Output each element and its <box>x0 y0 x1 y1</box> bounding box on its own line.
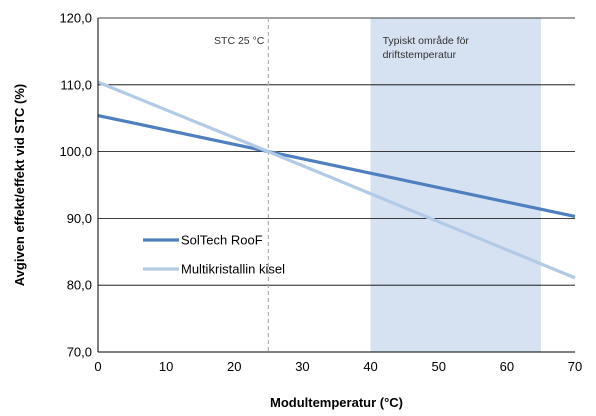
y-tick-label: 90,0 <box>67 211 92 226</box>
x-tick-label: 60 <box>500 359 514 374</box>
axes-layer <box>97 18 575 353</box>
y-axis-title: Avgiven effekt/effekt vid STC (%) <box>12 84 27 287</box>
x-tick-label: 0 <box>94 359 101 374</box>
x-tick-label: 70 <box>568 359 582 374</box>
series-layer <box>97 80 576 280</box>
legend-label-0: SolTech RooF <box>181 233 263 248</box>
y-tick-label: 100,0 <box>59 144 92 159</box>
operating-range-label: driftstemperatur <box>383 49 457 61</box>
x-tick-label: 50 <box>431 359 445 374</box>
operating-range-label: Typiskt område för <box>383 35 470 47</box>
operating-range-band <box>370 18 541 352</box>
x-tick-label: 30 <box>295 359 309 374</box>
y-tick-label: 70,0 <box>67 345 92 360</box>
stc-reference-label: STC 25 °C <box>214 35 265 47</box>
y-tick-label: 110,0 <box>60 77 92 92</box>
x-tick-label: 20 <box>227 359 241 374</box>
series-line-1 <box>97 80 576 280</box>
legend-label-1: Multikristallin kisel <box>181 262 285 277</box>
legend-layer: SolTech RooF Multikristallin kisel <box>143 233 285 277</box>
y-tick-label: 80,0 <box>67 278 92 293</box>
y-tick-label: 120,0 <box>59 11 92 26</box>
x-axis-title: Modultemperatur (°C) <box>270 395 403 410</box>
text-layer: 70,0 80,0 90,0 100,0 110,0 120,0 0 10 20 30 40 50 60… <box>12 11 582 411</box>
x-tick-label: 10 <box>159 359 173 374</box>
chart-background-layer <box>370 18 541 352</box>
x-tick-label: 40 <box>363 359 377 374</box>
